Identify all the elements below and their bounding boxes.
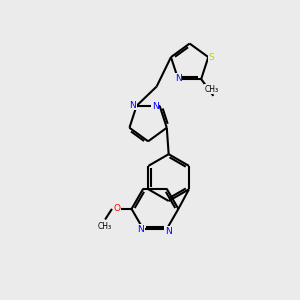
Text: O: O: [114, 204, 121, 213]
Text: N: N: [165, 227, 172, 236]
Text: N: N: [138, 225, 144, 234]
Text: CH₃: CH₃: [97, 222, 111, 231]
Text: N: N: [129, 100, 136, 109]
Text: N: N: [152, 102, 158, 111]
Text: S: S: [208, 52, 214, 62]
Text: N: N: [175, 74, 182, 83]
Text: CH₃: CH₃: [204, 85, 219, 94]
